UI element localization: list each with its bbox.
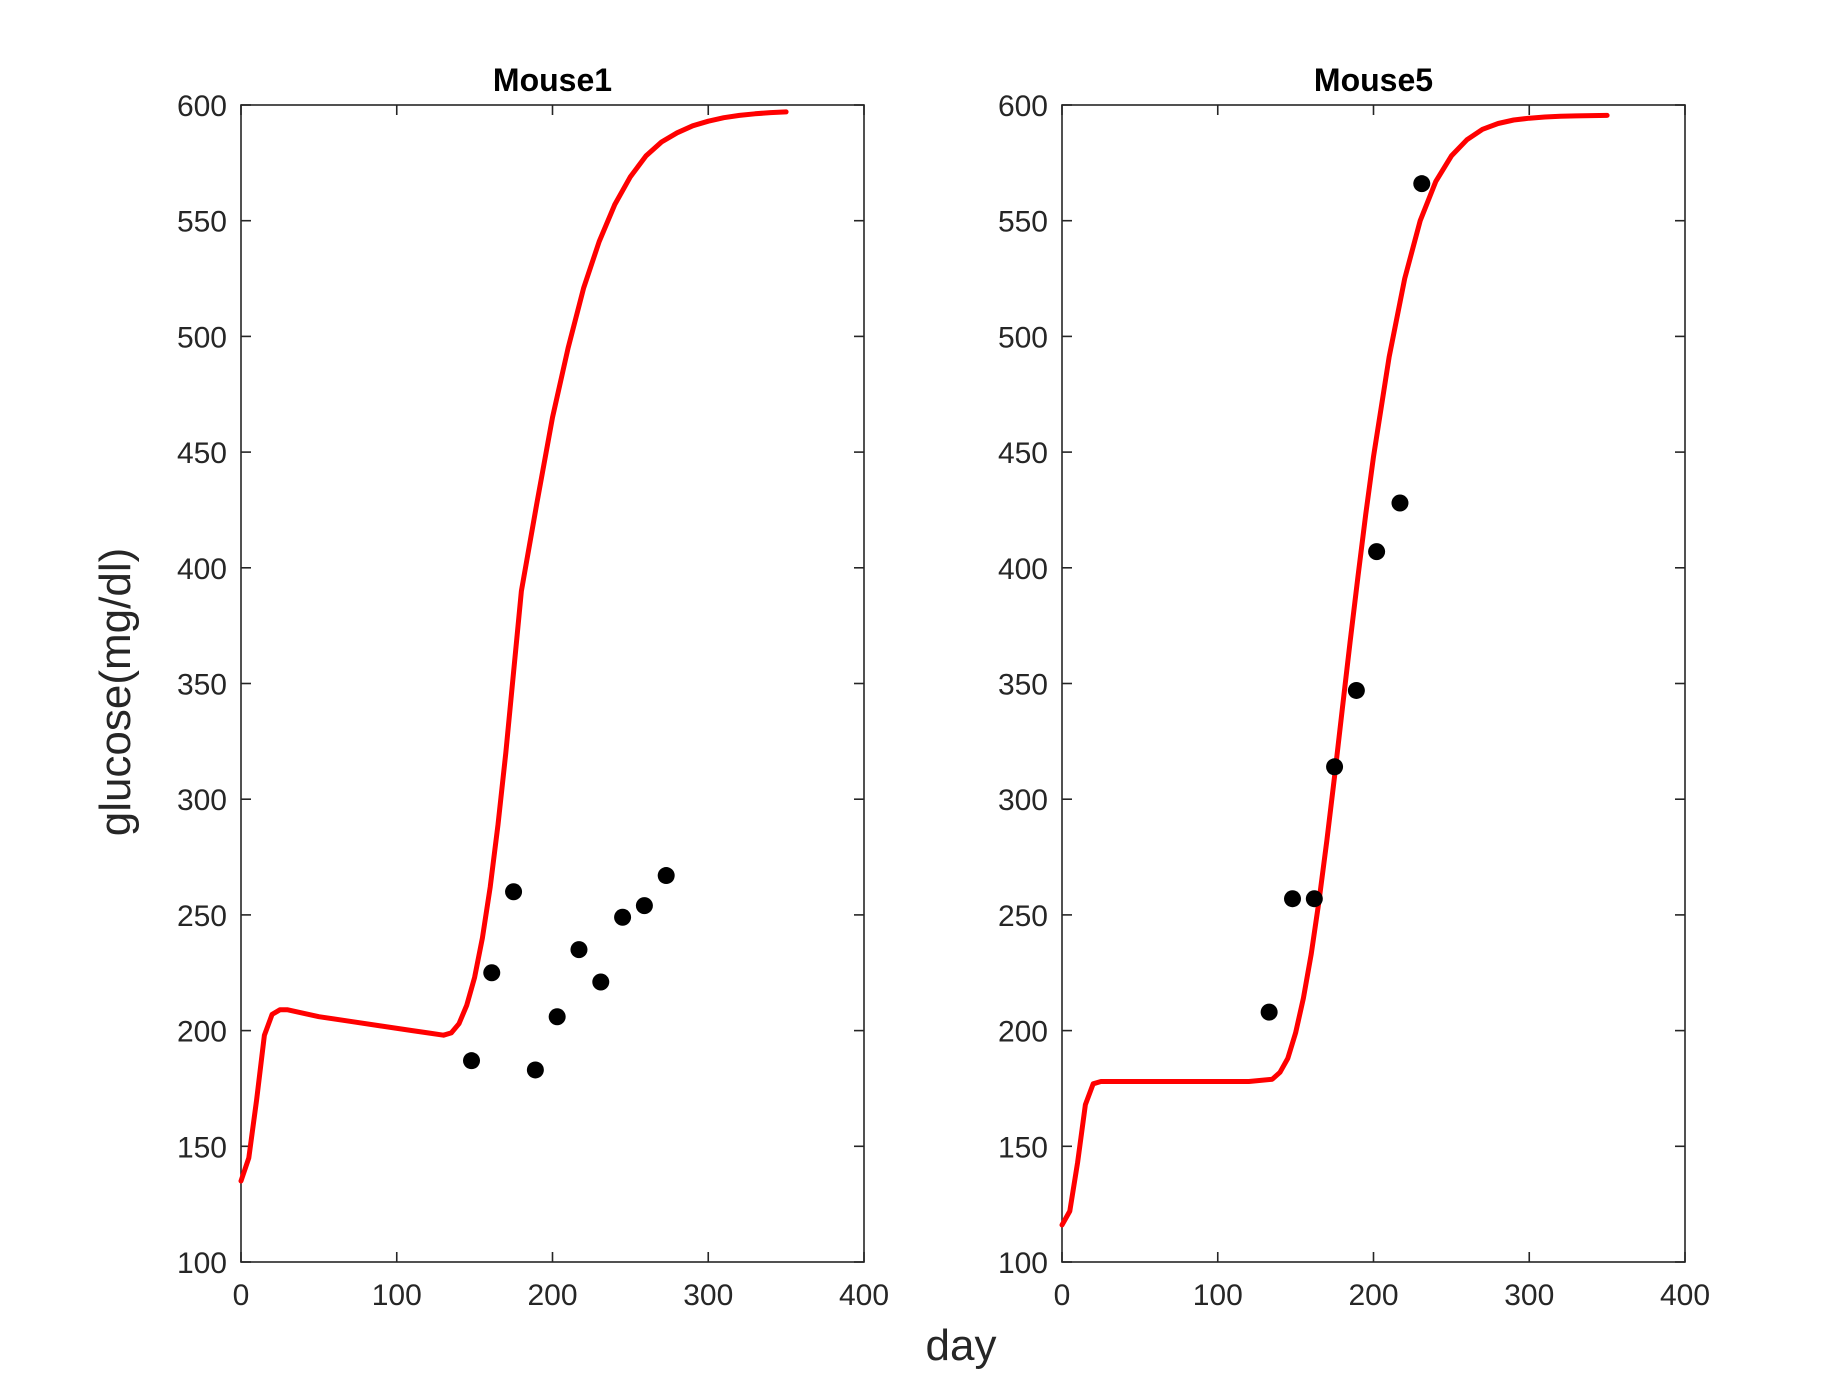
y-tick-label: 300 [177, 784, 227, 817]
data-point [1260, 1003, 1278, 1021]
x-tick-label: 300 [1504, 1279, 1554, 1312]
axes-frame [1061, 104, 1686, 1263]
y-tick-label: 200 [177, 1016, 227, 1049]
subplot-title: Mouse1 [493, 62, 612, 98]
data-point [657, 867, 675, 885]
y-tick-label: 250 [998, 900, 1048, 933]
data-point [1326, 758, 1344, 776]
y-tick-label: 600 [998, 90, 1048, 123]
x-tick-label: 200 [1348, 1279, 1398, 1312]
y-tick-label: 400 [998, 553, 1048, 586]
x-tick-label: 400 [1660, 1279, 1710, 1312]
data-point [548, 1008, 566, 1026]
y-tick-label: 400 [177, 553, 227, 586]
data-point [592, 973, 610, 991]
y-tick-label: 500 [177, 321, 227, 354]
y-tick-label: 550 [177, 206, 227, 239]
data-point [463, 1052, 481, 1070]
x-tick-label: 100 [372, 1279, 422, 1312]
y-tick-label: 450 [998, 437, 1048, 470]
y-tick-label: 500 [998, 321, 1048, 354]
y-tick-label: 200 [998, 1016, 1048, 1049]
x-tick-label: 400 [839, 1279, 889, 1312]
y-tick-label: 300 [998, 784, 1048, 817]
data-point [635, 897, 653, 915]
model-fit-line [1059, 112, 1610, 1228]
x-tick-label: 300 [683, 1279, 733, 1312]
data-point [614, 908, 632, 926]
data-point [570, 941, 588, 959]
y-tick-label: 100 [177, 1247, 227, 1280]
axes-frame [240, 104, 865, 1263]
x-tick-label: 100 [1193, 1279, 1243, 1312]
x-tick-label: 0 [1054, 1279, 1071, 1312]
subplot-mouse5: 0 100 200 300 400100150200250300350400450500… [998, 62, 1710, 1312]
y-tick-label: 450 [177, 437, 227, 470]
data-point [1391, 494, 1409, 512]
y-tick-label: 150 [998, 1131, 1048, 1164]
data-point [505, 883, 523, 901]
data-point [1284, 890, 1302, 908]
y-tick-label: 150 [177, 1131, 227, 1164]
data-point [483, 964, 501, 982]
y-tick-label: 550 [998, 206, 1048, 239]
x-axis-label: day [926, 1321, 997, 1370]
x-tick-label: 0 [233, 1279, 250, 1312]
subplot-mouse1: 0 100 200 300 400100150200250300350400450500… [177, 62, 889, 1312]
data-point [526, 1061, 544, 1079]
y-tick-label: 350 [177, 669, 227, 702]
y-tick-label: 350 [998, 669, 1048, 702]
data-point [1305, 890, 1323, 908]
y-tick-label: 600 [177, 90, 227, 123]
y-axis-label: glucose(mg/dl) [91, 548, 140, 837]
y-tick-label: 250 [177, 900, 227, 933]
model-fit-line [238, 109, 789, 1184]
y-tick-label: 100 [998, 1247, 1048, 1280]
subplot-title: Mouse5 [1314, 62, 1433, 98]
data-point [1413, 175, 1431, 193]
x-tick-label: 200 [527, 1279, 577, 1312]
data-point [1347, 681, 1365, 699]
data-point [1368, 543, 1386, 561]
